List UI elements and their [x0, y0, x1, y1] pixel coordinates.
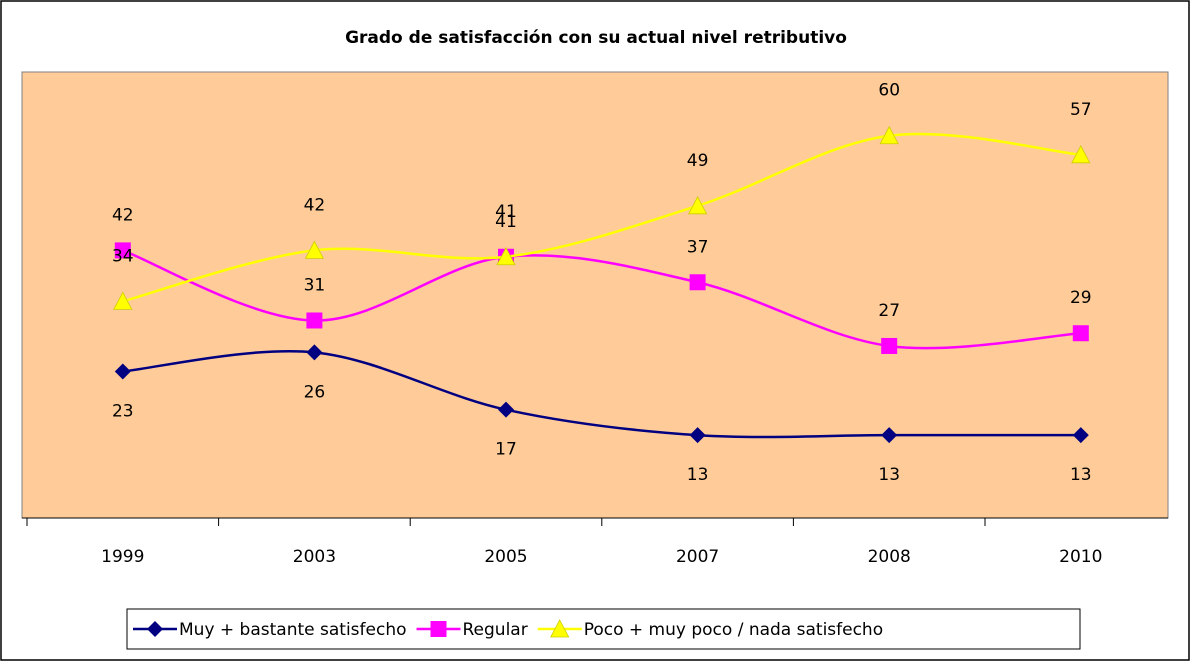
data-label: 49 [687, 151, 709, 171]
x-tick-label: 2008 [868, 547, 911, 567]
data-label: 13 [687, 465, 709, 485]
x-tick-label: 1999 [101, 547, 144, 567]
data-label: 27 [878, 301, 900, 321]
data-label: 37 [687, 237, 709, 257]
chart-title: Grado de satisfacción con su actual nive… [345, 28, 847, 48]
x-tick-label: 2010 [1059, 547, 1102, 567]
data-label: 42 [112, 205, 134, 225]
data-label: 26 [304, 382, 326, 402]
data-label: 13 [878, 465, 900, 485]
data-label: 17 [495, 440, 517, 460]
data-label: 60 [878, 81, 900, 101]
data-point [1071, 144, 1091, 164]
x-tick-label: 2005 [484, 547, 527, 567]
data-point [1072, 427, 1089, 444]
series-line [122, 249, 1081, 350]
data-point [304, 240, 325, 259]
x-tick-label: 2003 [293, 547, 336, 567]
legend [126, 608, 1081, 650]
x-tick-label: 2007 [676, 547, 719, 567]
data-point [1072, 325, 1089, 342]
data-label: 13 [1070, 465, 1092, 485]
data-point [498, 401, 514, 418]
legend-label: Poco + muy poco / nada satisfecho [584, 620, 883, 640]
data-label: 42 [304, 195, 326, 215]
data-point [306, 344, 323, 361]
data-label: 41 [495, 202, 517, 222]
data-point [881, 337, 898, 354]
legend-marker [147, 621, 163, 637]
legend-label: Regular [463, 620, 528, 640]
data-point [689, 274, 706, 291]
data-point [496, 246, 516, 266]
legend-marker [550, 619, 570, 638]
legend-marker [430, 621, 447, 637]
data-point [879, 125, 899, 145]
data-point [689, 427, 706, 444]
data-label: 23 [112, 401, 134, 421]
data-label: 31 [304, 275, 326, 295]
data-point [306, 312, 323, 329]
data-label: 29 [1070, 288, 1092, 308]
data-label: 41 [495, 212, 517, 232]
data-point [114, 242, 131, 259]
data-point [114, 363, 131, 380]
data-point [687, 195, 708, 215]
plot-area [21, 71, 1169, 519]
data-point [881, 427, 898, 444]
data-label: 34 [112, 246, 134, 266]
legend-label: Muy + bastante satisfecho [179, 620, 407, 640]
series-line [122, 132, 1081, 303]
data-point [113, 291, 133, 310]
data-label: 57 [1070, 100, 1092, 120]
series-line [122, 349, 1081, 439]
